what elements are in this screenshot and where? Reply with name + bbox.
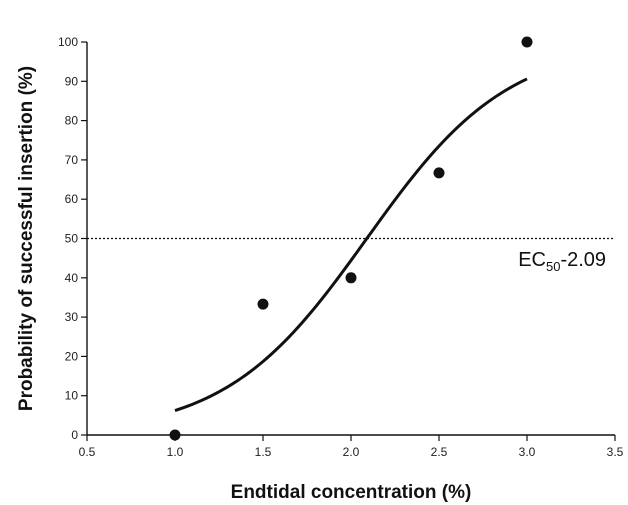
ec50-annotation-prefix: EC	[518, 249, 546, 271]
data-point	[169, 429, 181, 441]
data-point	[345, 272, 357, 284]
x-axis-title: Endtidal concentration (%)	[231, 482, 472, 503]
y-tick-label: 60	[65, 192, 79, 206]
data-point	[257, 298, 269, 310]
y-axis-ticks: 0 10 20 30 40 50 60 70 80 90 100	[58, 35, 87, 442]
fit-curve	[174, 77, 528, 413]
x-tick-label: 2.0	[343, 445, 360, 459]
y-tick-label: 100	[58, 35, 78, 49]
data-point	[433, 167, 445, 179]
x-tick-label: 1.0	[167, 445, 184, 459]
data-point	[521, 36, 533, 48]
x-tick-label: 3.5	[607, 445, 624, 459]
y-tick-label: 50	[65, 232, 79, 246]
y-tick-label: 0	[71, 428, 78, 442]
y-tick-label: 10	[65, 389, 79, 403]
y-tick-label: 20	[65, 349, 79, 363]
ec50-annotation-subscript: 50	[546, 259, 560, 274]
x-tick-label: 3.0	[519, 445, 536, 459]
x-tick-label: 2.5	[431, 445, 448, 459]
ec50-annotation-value: -2.09	[560, 249, 606, 271]
data-points	[169, 36, 533, 441]
y-tick-label: 40	[65, 271, 79, 285]
x-tick-label: 1.5	[255, 445, 272, 459]
y-tick-label: 70	[65, 153, 79, 167]
y-tick-label: 30	[65, 310, 79, 324]
y-tick-label: 80	[65, 114, 79, 128]
ec50-annotation: EC50-2.09	[518, 249, 606, 274]
y-axis-title: Probability of successful insertion (%)	[16, 66, 37, 411]
x-tick-label: 0.5	[79, 445, 96, 459]
y-tick-label: 90	[65, 74, 79, 88]
x-axis-ticks: 0.5 1.0 1.5 2.0 2.5 3.0 3.5	[79, 435, 624, 459]
